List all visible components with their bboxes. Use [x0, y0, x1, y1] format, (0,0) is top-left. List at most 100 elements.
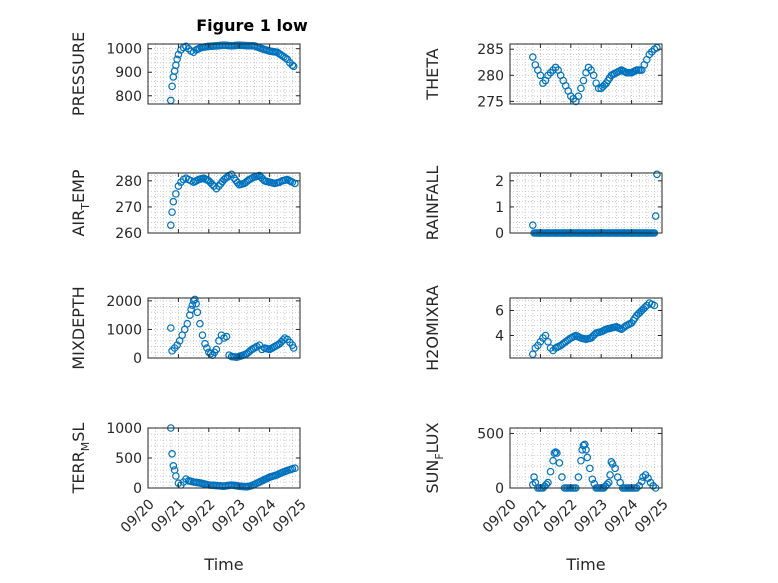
data-point — [201, 339, 209, 348]
y-tick-label: 0 — [133, 351, 142, 367]
data-point — [192, 299, 200, 308]
y-tick-label: 1000 — [106, 421, 142, 437]
y-axis-label-part: TERR — [69, 451, 88, 494]
y-tick-label: 4 — [495, 329, 504, 345]
y-tick-label: 1000 — [106, 42, 142, 58]
x-tick-label: 09/21 — [148, 496, 188, 536]
data-point — [193, 308, 202, 317]
x-tick-label: 09/22 — [179, 496, 219, 536]
subplot-rainfall: 0 1 2 RAINFALL — [423, 166, 663, 242]
data-point — [641, 303, 649, 311]
data-point — [227, 170, 236, 179]
data-point — [279, 336, 287, 344]
data-point — [653, 170, 661, 179]
data-point — [173, 55, 181, 64]
data-point — [212, 345, 221, 354]
data-point — [534, 341, 542, 350]
data-point — [187, 305, 195, 314]
data-point — [555, 459, 564, 467]
data-point — [577, 84, 585, 93]
axes-box — [147, 43, 301, 105]
y-axis-label-part: M — [79, 442, 92, 452]
y-axis-label-part: SL — [69, 423, 88, 442]
y-tick-label: 285 — [477, 42, 504, 58]
y-axis-label: MIXDEPTH — [69, 286, 88, 369]
data-point — [650, 301, 659, 310]
data-point — [604, 478, 613, 487]
data-point — [589, 71, 598, 80]
y-axis-label: PRESSURE — [69, 32, 88, 116]
data-point — [222, 332, 231, 341]
data-point — [208, 180, 216, 189]
data-point — [288, 61, 297, 69]
subplot-h2omixra: 4 6 H2OMIXRA — [423, 285, 663, 371]
axes-box — [509, 427, 663, 489]
y-tick-label: 1 — [495, 200, 504, 216]
subplot-air-temp: 260 270 280 AIRTEMP — [69, 169, 301, 242]
data-point — [544, 478, 552, 487]
data-point — [168, 208, 176, 216]
y-tick-label: 0 — [495, 481, 504, 497]
axes-box — [509, 297, 663, 359]
data-point — [536, 71, 545, 80]
y-tick-label: 800 — [115, 89, 142, 105]
y-axis-label: THETA — [423, 48, 442, 100]
y-tick-label: 2 — [495, 174, 504, 190]
x-tick-label: 09/23 — [209, 496, 249, 536]
data-point — [530, 473, 538, 481]
data-point — [289, 62, 298, 71]
data-point — [611, 464, 619, 473]
y-axis-label-part: F — [433, 453, 446, 459]
y-tick-label: 280 — [115, 174, 142, 190]
data-point — [172, 472, 180, 480]
data-point — [196, 319, 204, 328]
x-axis-label: Time — [203, 555, 243, 574]
y-axis-label-part: SUN — [423, 460, 442, 494]
data-point — [577, 456, 585, 465]
data-point — [174, 182, 183, 190]
data-point — [580, 440, 589, 449]
axes-box — [147, 172, 301, 234]
data-point — [551, 448, 560, 456]
data-point — [172, 190, 180, 198]
data-point — [291, 464, 299, 473]
data-point — [583, 453, 592, 462]
data-point — [582, 446, 590, 454]
y-tick-label: 280 — [477, 68, 504, 84]
data-point — [585, 464, 594, 473]
y-axis-label-part: EMP — [69, 169, 88, 203]
data-point — [169, 197, 178, 206]
axes-box — [147, 297, 301, 359]
data-point — [558, 473, 566, 481]
subplot-mixdepth: 0 1000 2000 MIXDEPTH — [69, 286, 301, 370]
data-point — [579, 76, 588, 85]
data-point — [528, 53, 537, 61]
data-point — [281, 54, 290, 62]
x-tick-label: 09/25 — [632, 496, 672, 536]
data-point — [167, 324, 175, 332]
data-point — [606, 471, 614, 479]
data-point — [574, 92, 583, 100]
axes-box — [509, 43, 663, 105]
data-point — [291, 179, 299, 188]
y-tick-label: 500 — [477, 426, 504, 442]
x-tick-label: 09/25 — [270, 496, 310, 536]
x-tick-label: 09/22 — [541, 496, 581, 536]
y-axis-label: TERRMSL — [69, 423, 92, 495]
data-point — [588, 475, 597, 484]
figure-title: Figure 1 low — [196, 16, 308, 35]
y-tick-label: 275 — [477, 94, 504, 110]
data-point — [528, 221, 537, 229]
subplot-pressure: 800 900 1000 PRESSURE — [69, 32, 301, 116]
y-axis-label-part: T — [79, 203, 92, 211]
y-axis-label: AIRTEMP — [69, 169, 92, 236]
data-point — [651, 212, 660, 220]
data-point — [642, 301, 651, 310]
data-point — [183, 319, 192, 328]
y-axis-label: SUNFLUX — [423, 422, 446, 493]
y-tick-label: 270 — [115, 200, 142, 216]
data-point — [546, 467, 555, 476]
y-axis-label: H2OMIXRA — [423, 285, 442, 371]
